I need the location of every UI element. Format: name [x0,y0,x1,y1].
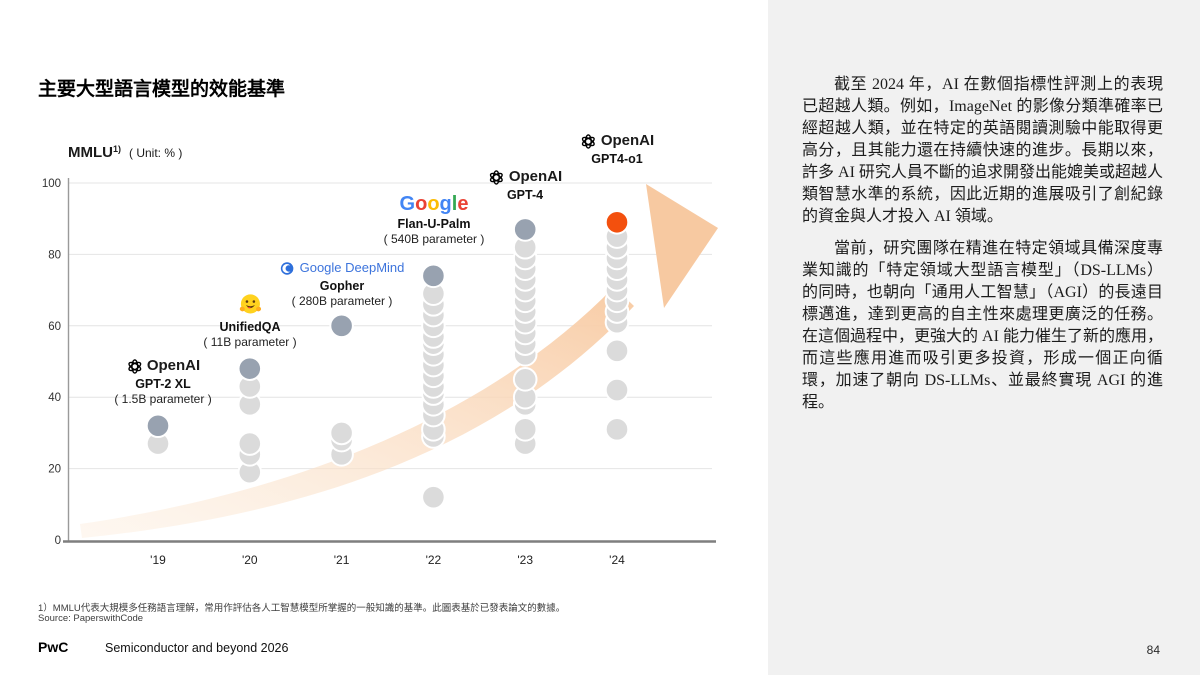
model-param: ( 280B parameter ) [291,294,393,309]
openai-logo-icon [488,169,505,186]
google-logo-letter: o [415,193,428,215]
model-name: Flan-U-Palm [397,217,471,231]
y-tick-label: 60 [48,321,61,333]
annotation-unifiedqa: UnifiedQA ( 11B parameter ) [203,292,297,351]
page-number: 84 [1146,643,1160,657]
data-point [329,313,354,339]
sidebar-paragraph-2: 當前，研究團隊在精進在特定領域具備深度專業知識的「特定領域大型語言模型」（DS-… [802,240,1163,411]
x-tick-label: '22 [426,553,442,567]
google-deepmind-logo-icon [280,261,295,276]
data-point [604,377,630,403]
model-name: UnifiedQA [219,320,281,334]
x-tick-label: '24 [609,553,625,567]
chart-panel: 主要大型語言模型的效能基準 MMLU1) ( Unit: % ) 0 20 40 60 8… [38,79,718,655]
annotation-gpt2-xl: OpenAI GPT-2 XL ( 1.5B parameter ) [114,356,211,408]
model-name: GPT4-o1 [591,152,643,166]
google-logo-letter: e [457,193,469,215]
brand-row-openai: OpenAI [580,131,654,151]
data-point [421,263,446,289]
brand-name: Google DeepMind [299,259,405,275]
brand-row-openai: OpenAI [114,356,211,376]
metric-footnote-ref: 1) [113,144,122,154]
trend-arrow-body [80,287,634,538]
mmlu-scatter-chart: 0 20 40 60 80 100 '19 '20 '21 '22 '23 '24 [42,178,718,567]
y-tick-label: 20 [48,464,61,476]
brand-row-openai: OpenAI [488,167,562,187]
data-point [604,338,630,364]
y-tick-label: 80 [48,249,61,261]
x-tick-label: '19 [150,553,166,567]
data-point [512,217,538,242]
y-tick-label: 40 [48,392,61,404]
footnote: 1）MMLU代表大規模多任務語言理解，常用作評估各人工智慧模型所掌握的一般知識的… [38,603,566,614]
brand-row-deepmind: Google DeepMind [280,258,405,278]
google-logo-letter: o [427,193,440,215]
brand-name: OpenAI [600,132,655,150]
sidebar-text-panel: 截至 2024 年，AI 在數個指標性評測上的表現已超越人類。例如，ImageN… [768,0,1200,675]
sidebar-paragraph-1: 截至 2024 年，AI 在數個指標性評測上的表現已超越人類。例如，ImageN… [802,76,1163,225]
model-name: GPT-2 XL [135,377,191,391]
footer-doc-title: Semiconductor and beyond 2026 [105,641,289,655]
data-point [421,484,446,510]
y-tick-label: 100 [42,178,61,190]
data-point [237,431,263,456]
brand-name: OpenAI [508,168,563,186]
pwc-logo: PwC [38,639,69,655]
data-point [512,417,538,442]
google-logo: Google [384,192,485,216]
trend-arrow-head [646,184,718,308]
metric-label: MMLU [68,144,113,161]
data-point [329,420,354,446]
y-tick-label: 0 [55,535,61,547]
x-tick-label: '20 [242,553,258,567]
annotation-flan-u-palm: Google Flan-U-Palm ( 540B parameter ) [384,192,485,248]
x-tick-label: '21 [334,553,350,567]
openai-logo-icon [580,133,597,150]
unit-label: ( Unit: % ) [129,146,183,160]
google-logo-letter: l [451,193,458,215]
openai-logo-icon [126,358,143,375]
data-point [237,356,263,381]
data-point [604,209,630,235]
model-param: ( 11B parameter ) [203,335,297,350]
chart-metric-header: MMLU1) ( Unit: % ) [68,144,182,161]
x-tick-label: '23 [517,553,533,567]
brand-name: OpenAI [146,357,201,375]
source-line: Source: PaperswithCode [38,613,144,624]
model-param: ( 1.5B parameter ) [114,392,212,407]
model-name: Gopher [319,279,365,293]
data-point [145,413,171,439]
google-logo-letter: G [399,193,416,215]
annotation-gopher: Google DeepMind Gopher ( 280B parameter … [280,258,405,310]
model-name: GPT-4 [506,188,544,202]
data-point [604,417,630,442]
data-point [512,367,538,392]
annotation-gpt4-o1: OpenAI GPT4-o1 [580,131,654,167]
model-param: ( 540B parameter ) [383,232,485,247]
annotation-gpt-4: OpenAI GPT-4 [488,167,562,203]
page-title: 主要大型語言模型的效能基準 [38,79,286,100]
hugging-face-icon [237,292,263,319]
google-logo-letter: g [439,193,452,215]
